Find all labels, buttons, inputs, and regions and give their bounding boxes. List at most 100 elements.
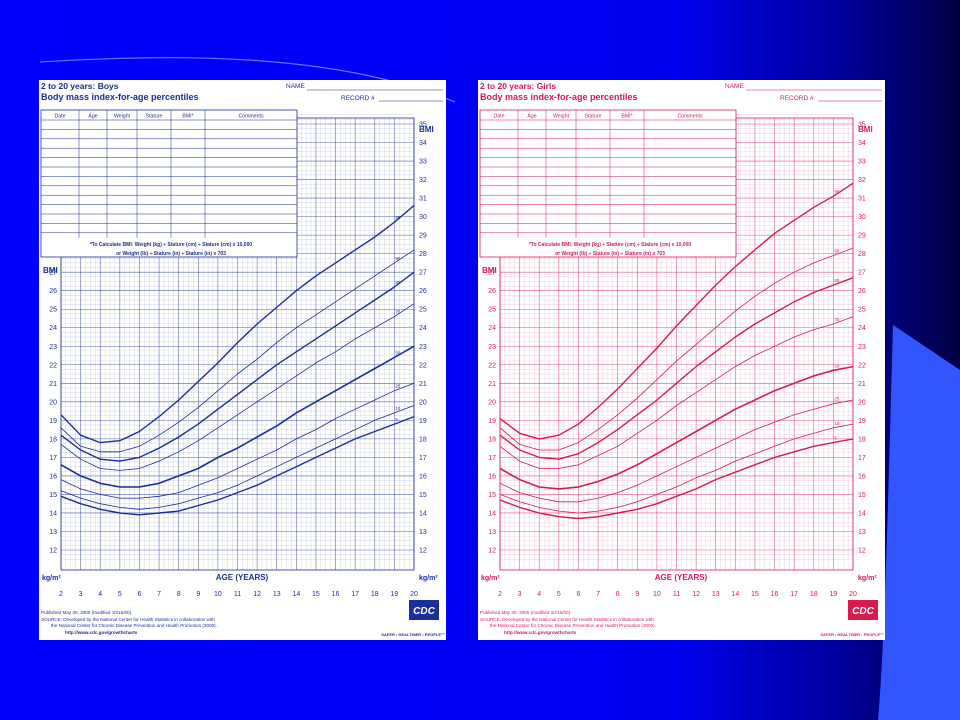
y-tick-label-right: 19	[419, 418, 427, 425]
y-tick-label-right: 29	[858, 233, 866, 240]
y-tick-label-right: 22	[858, 362, 866, 369]
cdc-tagline: SAFER • HEALTHIER • PEOPLE™	[820, 632, 884, 637]
x-tick-label: 2	[498, 591, 502, 598]
right-bmi-axis-label: BMI	[858, 125, 873, 134]
percentile-curve-85	[60, 271, 415, 462]
left-bmi-axis-label: BMI	[43, 266, 58, 275]
y-tick-label-left: 26	[49, 288, 57, 295]
source-url: http://www.cdc.gov/growthcharts	[65, 630, 138, 635]
girls-chart-svg: 2 to 20 years: Girls Body mass index-for…	[479, 81, 884, 637]
y-tick-label-left: 17	[49, 455, 57, 462]
y-tick-label-right: 14	[419, 510, 427, 517]
accent-shape	[878, 325, 960, 720]
x-tick-label: 2	[59, 591, 63, 598]
y-tick-label-left: 15	[488, 492, 496, 499]
percentile-label-5: 5	[834, 436, 837, 441]
y-tick-label-right: 28	[858, 251, 866, 258]
x-tick-label: 13	[273, 591, 281, 598]
chart-subtitle: Body mass index-for-age percentiles	[480, 92, 638, 102]
y-tick-label-right: 30	[419, 214, 427, 221]
boys-bmi-chart: 2 to 20 years: Boys Body mass index-for-…	[39, 80, 446, 640]
percentile-curve-50	[499, 365, 854, 490]
y-tick-label-left: 13	[49, 529, 57, 536]
x-tick-label: 9	[635, 591, 639, 598]
table-header: BMI*	[182, 114, 193, 120]
left-unit-label: kg/m²	[481, 575, 500, 582]
percentile-curve-75	[60, 303, 415, 471]
y-tick-label-left: 14	[49, 510, 57, 517]
x-tick-label: 16	[771, 591, 779, 598]
y-tick-label-right: 31	[419, 196, 427, 203]
y-tick-label-left: 12	[488, 548, 496, 555]
x-axis-label: AGE (YEARS)	[216, 573, 269, 582]
percentile-curve-5	[60, 415, 415, 516]
x-tick-label: 4	[537, 591, 541, 598]
x-tick-label: 5	[118, 591, 122, 598]
y-tick-label-right: 35	[419, 122, 427, 129]
percentile-label-75: 75	[395, 310, 401, 315]
bmi-note-line1: *To Calculate BMI: Weight (kg) ÷ Stature…	[529, 242, 691, 248]
percentile-curve-85	[499, 277, 854, 460]
x-tick-label: 15	[312, 591, 320, 598]
y-tick-label-left: 23	[49, 344, 57, 351]
x-tick-label: 4	[98, 591, 102, 598]
y-tick-label-left: 27	[488, 270, 496, 277]
x-tick-label: 8	[616, 591, 620, 598]
y-tick-label-left: 16	[49, 473, 57, 480]
y-tick-label-left: 24	[488, 325, 496, 332]
y-tick-label-left: 12	[49, 548, 57, 555]
table-header: Comments	[238, 114, 263, 120]
percentile-label-50: 50	[834, 363, 840, 368]
table-header: Weight	[114, 114, 131, 120]
y-tick-label-left: 22	[488, 362, 496, 369]
y-tick-label-right: 15	[419, 492, 427, 499]
y-tick-label-left: 25	[49, 307, 57, 314]
percentile-label-95: 95	[395, 215, 401, 220]
y-tick-label-left: 21	[49, 381, 57, 388]
record-table	[479, 109, 737, 258]
y-tick-label-left: 22	[49, 362, 57, 369]
table-header: Age	[88, 114, 97, 120]
percentile-label-50: 50	[395, 350, 401, 355]
percentile-curve-10	[60, 405, 415, 510]
y-tick-label-right: 18	[858, 436, 866, 443]
girls-bmi-chart: 2 to 20 years: Girls Body mass index-for…	[478, 80, 885, 640]
source-note-line1: SOURCE: Developed by the National Center…	[41, 617, 215, 622]
x-tick-label: 6	[137, 591, 141, 598]
x-axis-label: AGE (YEARS)	[655, 573, 708, 582]
y-tick-label-left: 17	[488, 455, 496, 462]
x-tick-label: 15	[751, 591, 759, 598]
x-tick-label: 19	[390, 591, 398, 598]
percentile-curve-25	[499, 399, 854, 503]
y-tick-label-right: 22	[419, 362, 427, 369]
y-tick-label-right: 32	[858, 177, 866, 184]
y-tick-label-right: 24	[858, 325, 866, 332]
cdc-logo: CDC	[848, 600, 878, 620]
cdc-logo-box	[848, 600, 878, 620]
source-note-line1: SOURCE: Developed by the National Center…	[480, 617, 654, 622]
cdc-tagline: SAFER • HEALTHIER • PEOPLE™	[381, 632, 445, 637]
y-tick-label-left: 27	[49, 270, 57, 277]
cdc-logo-box	[409, 600, 439, 620]
y-tick-label-right: 31	[858, 196, 866, 203]
published-note: Published May 30, 2000 (modified 10/16/0…	[41, 610, 132, 615]
percentile-label-10: 10	[834, 421, 840, 426]
x-tick-label: 12	[253, 591, 261, 598]
y-tick-label-right: 26	[419, 288, 427, 295]
x-tick-label: 9	[196, 591, 200, 598]
y-tick-label-right: 20	[419, 399, 427, 406]
bmi-note-line2: or Weight (lb) ÷ Stature (in) ÷ Stature …	[116, 251, 226, 257]
x-tick-label: 18	[371, 591, 379, 598]
table-header: Date	[55, 114, 66, 120]
y-tick-label-right: 29	[419, 233, 427, 240]
source-note-line2: the National Center for Chronic Disease …	[490, 623, 656, 628]
y-tick-label-right: 25	[858, 307, 866, 314]
source-url: http://www.cdc.gov/growthcharts	[504, 630, 577, 635]
percentile-label-25: 25	[834, 397, 840, 402]
percentile-label-25: 25	[395, 384, 401, 389]
x-tick-label: 17	[351, 591, 359, 598]
x-tick-label: 18	[810, 591, 818, 598]
x-tick-label: 14	[292, 591, 300, 598]
y-tick-label-left: 20	[488, 399, 496, 406]
x-tick-label: 10	[214, 591, 222, 598]
